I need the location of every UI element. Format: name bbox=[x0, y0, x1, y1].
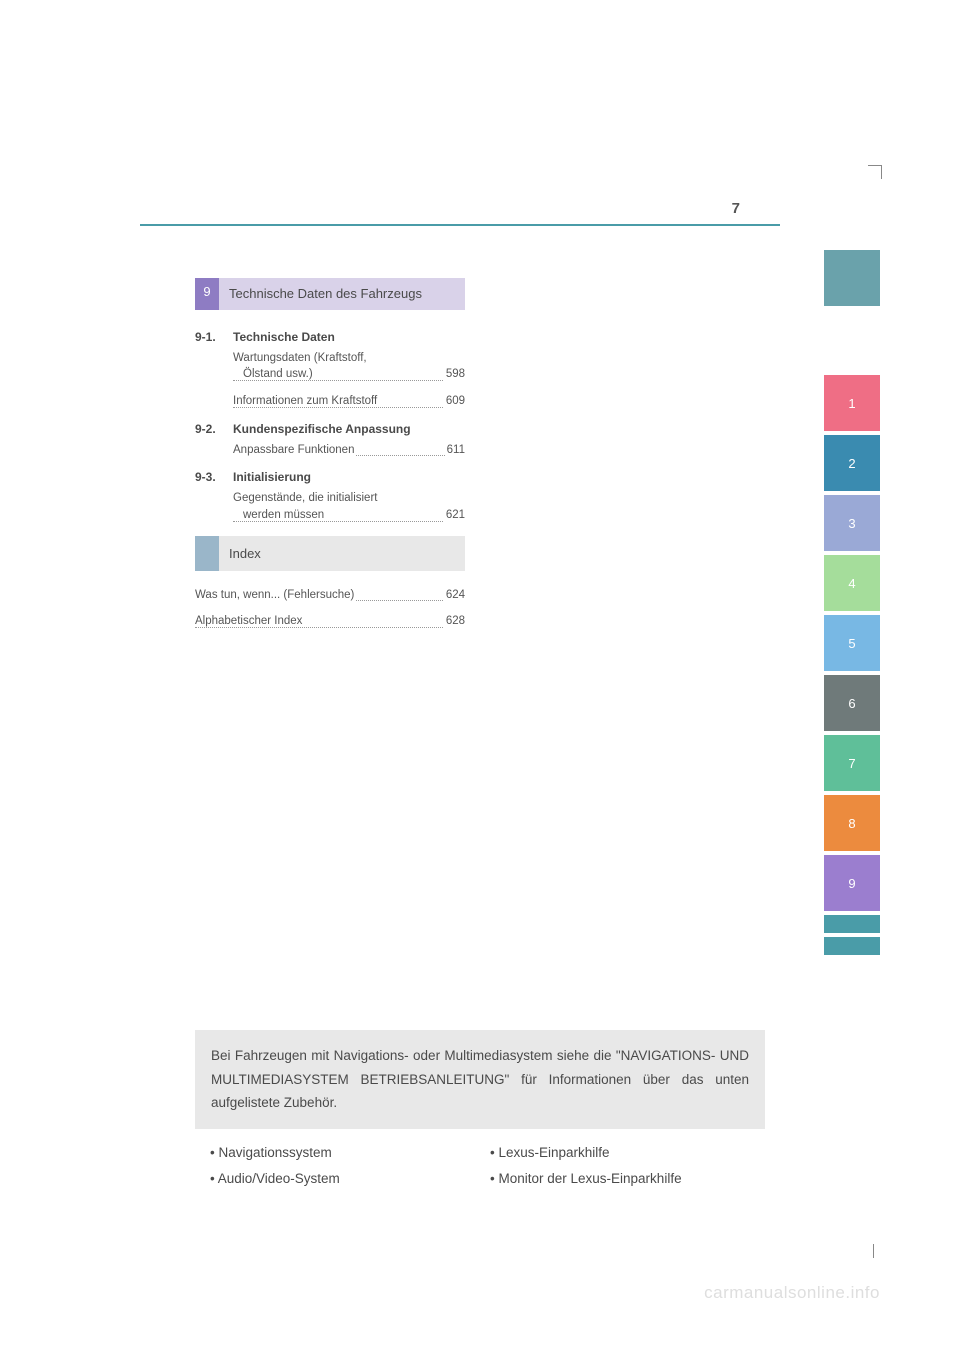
note-box: Bei Fahrzeugen mit Navigations- oder Mul… bbox=[195, 1030, 765, 1129]
toc-text: Wartungsdaten (Kraftstoff, bbox=[233, 352, 369, 364]
toc-entry: 628 Alphabetischer Index bbox=[195, 613, 465, 630]
toc-page: 621 bbox=[444, 507, 465, 524]
watermark: carmanualsonline.info bbox=[704, 1283, 880, 1303]
toc-text-l2: Ölstand usw.) bbox=[233, 368, 315, 380]
toc-page: 624 bbox=[444, 587, 465, 604]
toc-entry: 611 Anpassbare Funktionen bbox=[233, 442, 465, 459]
crop-mark-tr bbox=[862, 165, 882, 185]
extra-tab-1 bbox=[824, 915, 880, 933]
toc-text: Informationen zum Kraftstoff bbox=[233, 395, 379, 407]
toc-text: Anpassbare Funktionen bbox=[233, 444, 356, 456]
bullet-item: Lexus-Einparkhilfe bbox=[490, 1140, 770, 1166]
side-tab-7[interactable]: 7 bbox=[824, 735, 880, 791]
side-tab-9[interactable]: 9 bbox=[824, 855, 880, 911]
side-tab-3[interactable]: 3 bbox=[824, 495, 880, 551]
side-tab-1[interactable]: 1 bbox=[824, 375, 880, 431]
extra-tabs bbox=[824, 915, 880, 955]
sub-9-3-title: Initialisierung bbox=[233, 468, 465, 486]
toc-page: 611 bbox=[445, 442, 465, 459]
toc-text: Gegenstände, die initialisiert bbox=[233, 492, 379, 504]
sub-9-1-heading: 9-1. Technische Daten bbox=[195, 328, 465, 346]
side-tab-2[interactable]: 2 bbox=[824, 435, 880, 491]
sub-9-1-title: Technische Daten bbox=[233, 328, 465, 346]
toc-page: 609 bbox=[444, 393, 465, 410]
toc-text-l2: werden müssen bbox=[233, 509, 326, 521]
side-tabs: 1 2 3 4 5 6 7 8 9 bbox=[824, 375, 880, 959]
index-title: Index bbox=[219, 536, 465, 571]
toc-page: 628 bbox=[444, 613, 465, 630]
toc-entry: 624 Was tun, wenn... (Fehlersuche) bbox=[195, 587, 465, 604]
toc-column: 9 Technische Daten des Fahrzeugs 9-1. Te… bbox=[195, 278, 465, 640]
bullet-item: Monitor der Lexus-Einparkhilfe bbox=[490, 1166, 770, 1192]
header-rule bbox=[140, 224, 780, 226]
section-9-header: 9 Technische Daten des Fahrzeugs bbox=[195, 278, 465, 310]
section-9-title: Technische Daten des Fahrzeugs bbox=[219, 278, 465, 310]
index-bar bbox=[195, 536, 219, 571]
bullet-col-left: Navigationssystem Audio/Video-System bbox=[210, 1140, 490, 1191]
bullet-item: Audio/Video-System bbox=[210, 1166, 490, 1192]
toc-text: Was tun, wenn... (Fehlersuche) bbox=[195, 589, 356, 601]
bullet-item: Navigationssystem bbox=[210, 1140, 490, 1166]
bullet-col-right: Lexus-Einparkhilfe Monitor der Lexus-Ein… bbox=[490, 1140, 770, 1191]
side-tab-4[interactable]: 4 bbox=[824, 555, 880, 611]
page-number: 7 bbox=[732, 200, 740, 217]
toc-text: Alphabetischer Index bbox=[195, 615, 304, 627]
extra-tab-2 bbox=[824, 937, 880, 955]
sub-9-2-title: Kundenspezifische Anpassung bbox=[233, 420, 465, 438]
sub-9-3-heading: 9-3. Initialisierung bbox=[195, 468, 465, 486]
sub-9-2-heading: 9-2. Kundenspezifische Anpassung bbox=[195, 420, 465, 438]
toc-entry: 609 Informationen zum Kraftstoff bbox=[233, 393, 465, 410]
sub-9-1-num: 9-1. bbox=[195, 328, 233, 346]
bullet-list: Navigationssystem Audio/Video-System Lex… bbox=[210, 1140, 770, 1191]
toc-entry: Wartungsdaten (Kraftstoff, 598 Ölstand u… bbox=[233, 350, 465, 383]
side-tab-6[interactable]: 6 bbox=[824, 675, 880, 731]
sub-9-2-num: 9-2. bbox=[195, 420, 233, 438]
section-9-number: 9 bbox=[195, 278, 219, 310]
side-tab-5[interactable]: 5 bbox=[824, 615, 880, 671]
crop-mark-br bbox=[862, 1238, 882, 1258]
page-content: 7 9 Technische Daten des Fahrzeugs 9-1. … bbox=[130, 210, 830, 1220]
side-tab-8[interactable]: 8 bbox=[824, 795, 880, 851]
toc-entry: Gegenstände, die initialisiert 621 werde… bbox=[233, 490, 465, 523]
sub-9-3-num: 9-3. bbox=[195, 468, 233, 486]
top-color-block bbox=[824, 250, 880, 306]
toc-page: 598 bbox=[444, 366, 465, 383]
index-header: Index bbox=[195, 536, 465, 571]
